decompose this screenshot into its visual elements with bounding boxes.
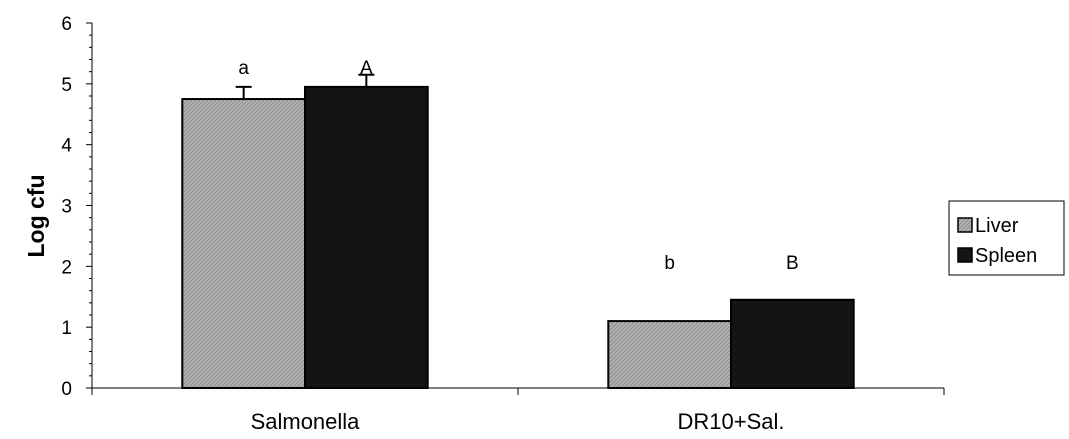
y-tick-label: 4 bbox=[61, 136, 72, 157]
significance-label: b bbox=[664, 253, 675, 274]
bar-liver-1 bbox=[607, 320, 733, 390]
significance-label: A bbox=[360, 58, 373, 79]
legend-label-liver: Liver bbox=[975, 215, 1019, 237]
y-tick-label: 2 bbox=[61, 257, 72, 278]
bar-spleen-0 bbox=[304, 85, 429, 389]
y-tick-label: 0 bbox=[61, 379, 72, 400]
significance-label: B bbox=[786, 253, 799, 274]
x-tick-label: DR10+Sal. bbox=[677, 409, 784, 434]
significance-label: a bbox=[238, 58, 249, 79]
y-tick-label: 6 bbox=[61, 14, 72, 35]
legend-label-spleen: Spleen bbox=[975, 245, 1037, 267]
y-tick-label: 5 bbox=[61, 75, 72, 96]
x-tick-label: Salmonella bbox=[251, 409, 361, 434]
bar-liver-0 bbox=[181, 98, 306, 390]
labels: Salmonella DR10+Sal. a Ab B bbox=[238, 58, 798, 434]
legend-swatch-liver bbox=[957, 217, 973, 233]
y-tick-label: 3 bbox=[61, 197, 72, 218]
y-axis-label: Log cfu bbox=[23, 174, 49, 257]
legend: Liver Spleen bbox=[948, 200, 1065, 276]
y-tick-label: 1 bbox=[61, 318, 72, 339]
bar-spleen-1 bbox=[730, 298, 855, 389]
bars bbox=[181, 73, 855, 390]
legend-swatch-spleen bbox=[957, 247, 973, 263]
